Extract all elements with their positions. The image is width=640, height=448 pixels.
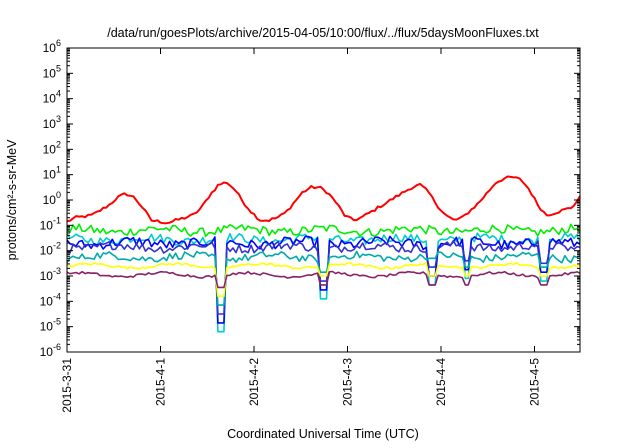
chart-title: /data/run/goesPlots/archive/2015-04-05/1…	[107, 26, 539, 40]
x-axis: 2015-3-31 2015-4-1 2015-4-2 2015-4-3 2015-4-…	[60, 48, 542, 413]
series-line	[66, 270, 581, 289]
series-line	[66, 223, 581, 238]
series-line	[66, 235, 581, 324]
x-tick-label: 2015-4-5	[528, 358, 542, 406]
series-line	[66, 261, 581, 298]
x-tick-label: 2015-4-1	[154, 358, 168, 406]
x-axis-label: Coordinated Universal Time (UTC)	[227, 427, 419, 441]
x-tick-label: 2015-4-4	[434, 358, 448, 406]
y-axis-label: protons/cm²-s-sr-MeV	[5, 139, 19, 261]
x-tick-label: 2015-3-31	[60, 358, 74, 413]
x-tick-label: 2015-4-3	[341, 358, 355, 406]
series-line	[66, 250, 581, 306]
series-line	[66, 240, 581, 315]
x-tick-label: 2015-4-2	[247, 358, 261, 406]
series-line	[66, 232, 581, 333]
series-layer	[66, 175, 581, 333]
series-line	[66, 175, 581, 225]
